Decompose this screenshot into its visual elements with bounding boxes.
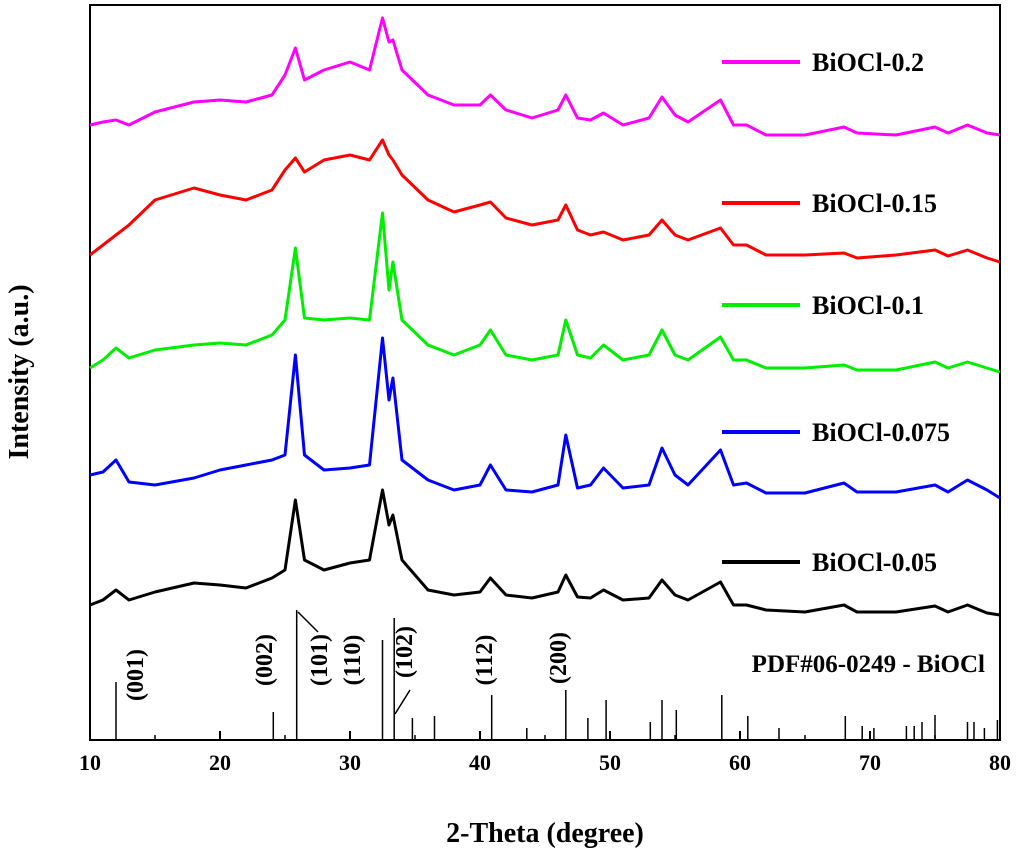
leader-line — [297, 611, 319, 633]
peak-label: (101) — [307, 634, 333, 686]
series-line — [89, 138, 1001, 264]
x-tick-label: 60 — [729, 750, 751, 775]
legend-label: BiOCl-0.05 — [812, 548, 937, 577]
y-axis-label: Intensity (a.u.) — [4, 284, 35, 459]
x-tick-label: 40 — [469, 750, 491, 775]
legend-label: BiOCl-0.1 — [812, 291, 924, 320]
x-tick-label: 10 — [79, 750, 101, 775]
peak-label: (002) — [252, 634, 278, 686]
x-axis-label: 2-Theta (degree) — [446, 818, 644, 849]
peak-label: (102) — [392, 626, 418, 678]
x-tick-label: 30 — [339, 750, 361, 775]
legend-label: BiOCl-0.15 — [812, 189, 937, 218]
peak-label: (112) — [472, 635, 498, 686]
legend-label: BiOCl-0.075 — [812, 418, 950, 447]
peak-label: (001) — [123, 649, 149, 701]
x-tick-label: 20 — [209, 750, 231, 775]
x-tick-label: 70 — [859, 750, 881, 775]
x-tick-label: 80 — [989, 750, 1011, 775]
series-line — [89, 488, 1001, 617]
series-line — [89, 16, 1001, 137]
peak-label: (200) — [546, 632, 572, 684]
series-line — [89, 211, 1001, 374]
peak-label: (110) — [340, 635, 366, 686]
series-line — [89, 336, 1001, 500]
x-tick-label: 50 — [599, 750, 621, 775]
leader-line — [394, 689, 411, 715]
reference-label: PDF#06-0249 - BiOCl — [752, 651, 985, 678]
legend-label: BiOCl-0.2 — [812, 48, 924, 77]
